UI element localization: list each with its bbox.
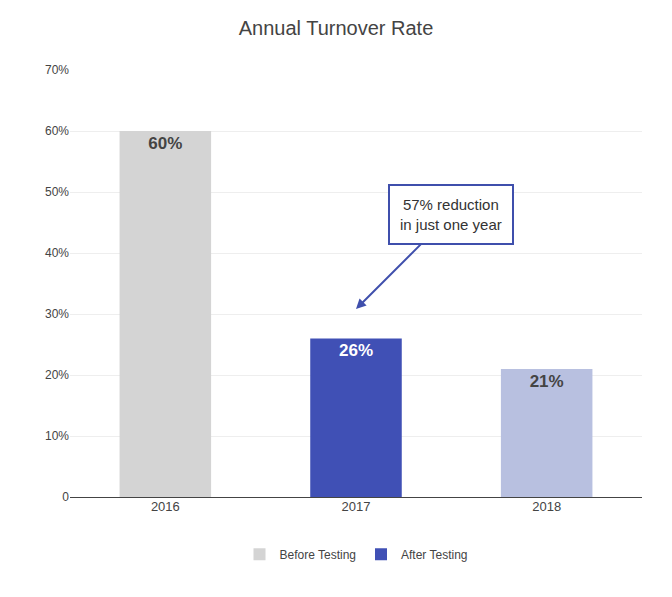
svg-text:10%: 10%: [45, 429, 69, 443]
svg-text:30%: 30%: [45, 307, 69, 321]
svg-text:40%: 40%: [45, 246, 69, 260]
svg-text:70%: 70%: [45, 63, 69, 77]
svg-text:57% reductionin just one year: 57% reductionin just one year: [400, 196, 502, 233]
svg-text:50%: 50%: [45, 185, 69, 199]
svg-text:After Testing: After Testing: [401, 548, 467, 562]
svg-text:60%: 60%: [148, 134, 182, 153]
svg-text:Annual Turnover Rate: Annual Turnover Rate: [239, 17, 434, 39]
svg-text:Before Testing: Before Testing: [280, 548, 357, 562]
svg-text:2017: 2017: [342, 499, 371, 514]
svg-text:21%: 21%: [530, 372, 564, 391]
svg-text:2018: 2018: [532, 499, 561, 514]
svg-text:60%: 60%: [45, 124, 69, 138]
svg-text:26%: 26%: [339, 341, 373, 360]
svg-text:2016: 2016: [151, 499, 180, 514]
svg-text:0: 0: [62, 490, 69, 504]
svg-text:20%: 20%: [45, 368, 69, 382]
